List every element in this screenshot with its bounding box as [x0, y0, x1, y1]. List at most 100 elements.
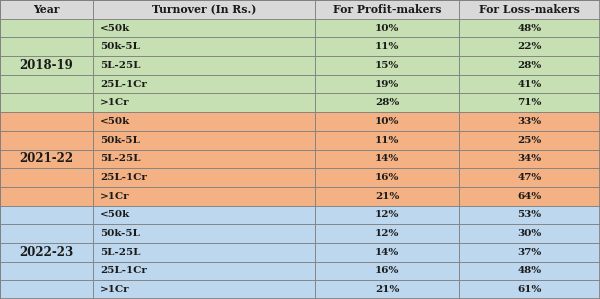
Bar	[93, 131, 315, 150]
Text: 5L-25L: 5L-25L	[100, 61, 140, 70]
Bar	[0, 0, 93, 19]
Bar	[459, 187, 600, 206]
Bar	[0, 56, 93, 75]
Text: For Profit-makers: For Profit-makers	[333, 4, 441, 15]
Bar	[93, 150, 315, 168]
Bar	[0, 262, 93, 280]
Text: 14%: 14%	[375, 248, 399, 257]
Text: 19%: 19%	[375, 80, 399, 89]
Bar	[0, 243, 93, 262]
Bar	[459, 262, 600, 280]
Bar	[315, 206, 459, 224]
Text: 2021-22: 2021-22	[19, 152, 74, 165]
Bar	[459, 168, 600, 187]
Bar	[315, 168, 459, 187]
Bar	[93, 280, 315, 299]
Bar	[93, 168, 315, 187]
Bar	[0, 280, 93, 299]
Text: 16%: 16%	[375, 173, 399, 182]
Bar	[93, 243, 315, 262]
Bar	[93, 187, 315, 206]
Text: 5L-25L: 5L-25L	[100, 154, 140, 163]
Text: Turnover (In Rs.): Turnover (In Rs.)	[152, 4, 256, 15]
Text: 37%: 37%	[517, 248, 542, 257]
Bar	[315, 19, 459, 37]
Bar	[93, 112, 315, 131]
Bar	[315, 243, 459, 262]
Text: 11%: 11%	[375, 42, 399, 51]
Bar	[459, 37, 600, 56]
Text: 21%: 21%	[375, 192, 399, 201]
Text: 48%: 48%	[517, 266, 542, 275]
Text: 10%: 10%	[375, 24, 399, 33]
Text: 48%: 48%	[517, 24, 542, 33]
Bar	[315, 262, 459, 280]
Bar	[459, 19, 600, 37]
Bar	[315, 131, 459, 150]
Bar	[0, 131, 93, 150]
Bar	[315, 0, 459, 19]
Text: 41%: 41%	[517, 80, 542, 89]
Bar	[315, 56, 459, 75]
Bar	[0, 224, 93, 243]
Text: 28%: 28%	[375, 98, 399, 107]
Text: 25L-1Cr: 25L-1Cr	[100, 173, 147, 182]
Bar	[459, 93, 600, 112]
Bar	[93, 19, 315, 37]
Text: 50k-5L: 50k-5L	[100, 136, 140, 145]
Bar	[459, 0, 600, 19]
Text: 14%: 14%	[375, 154, 399, 163]
Bar	[459, 280, 600, 299]
Bar	[459, 131, 600, 150]
Bar	[0, 19, 93, 37]
Text: >1Cr: >1Cr	[100, 98, 130, 107]
Text: 53%: 53%	[517, 210, 542, 219]
Text: 28%: 28%	[517, 61, 542, 70]
Text: 25%: 25%	[517, 136, 542, 145]
Bar	[459, 150, 600, 168]
Text: 15%: 15%	[375, 61, 399, 70]
Bar	[93, 0, 315, 19]
Bar	[315, 93, 459, 112]
Text: 22%: 22%	[517, 42, 542, 51]
Text: 10%: 10%	[375, 117, 399, 126]
Bar	[459, 56, 600, 75]
Bar	[93, 224, 315, 243]
Bar	[315, 112, 459, 131]
Bar	[459, 75, 600, 93]
Text: 47%: 47%	[517, 173, 542, 182]
Text: 11%: 11%	[375, 136, 399, 145]
Bar	[459, 112, 600, 131]
Bar	[459, 243, 600, 262]
Text: 16%: 16%	[375, 266, 399, 275]
Text: For Loss-makers: For Loss-makers	[479, 4, 580, 15]
Text: <50k: <50k	[100, 210, 130, 219]
Text: <50k: <50k	[100, 24, 130, 33]
Text: 64%: 64%	[517, 192, 542, 201]
Text: 34%: 34%	[517, 154, 542, 163]
Text: 25L-1Cr: 25L-1Cr	[100, 80, 147, 89]
Bar	[315, 280, 459, 299]
Text: 5L-25L: 5L-25L	[100, 248, 140, 257]
Text: 33%: 33%	[517, 117, 542, 126]
Bar	[93, 93, 315, 112]
Text: 50k-5L: 50k-5L	[100, 42, 140, 51]
Bar	[0, 206, 93, 224]
Bar	[93, 56, 315, 75]
Bar	[0, 150, 93, 168]
Bar	[93, 75, 315, 93]
Bar	[0, 75, 93, 93]
Bar	[315, 187, 459, 206]
Bar	[0, 37, 93, 56]
Bar	[93, 37, 315, 56]
Bar	[315, 75, 459, 93]
Text: 12%: 12%	[375, 210, 399, 219]
Bar	[93, 206, 315, 224]
Text: 21%: 21%	[375, 285, 399, 294]
Bar	[0, 93, 93, 112]
Bar	[315, 37, 459, 56]
Bar	[459, 224, 600, 243]
Text: 2022-23: 2022-23	[19, 246, 74, 259]
Text: 2018-19: 2018-19	[20, 59, 73, 72]
Text: Year: Year	[33, 4, 60, 15]
